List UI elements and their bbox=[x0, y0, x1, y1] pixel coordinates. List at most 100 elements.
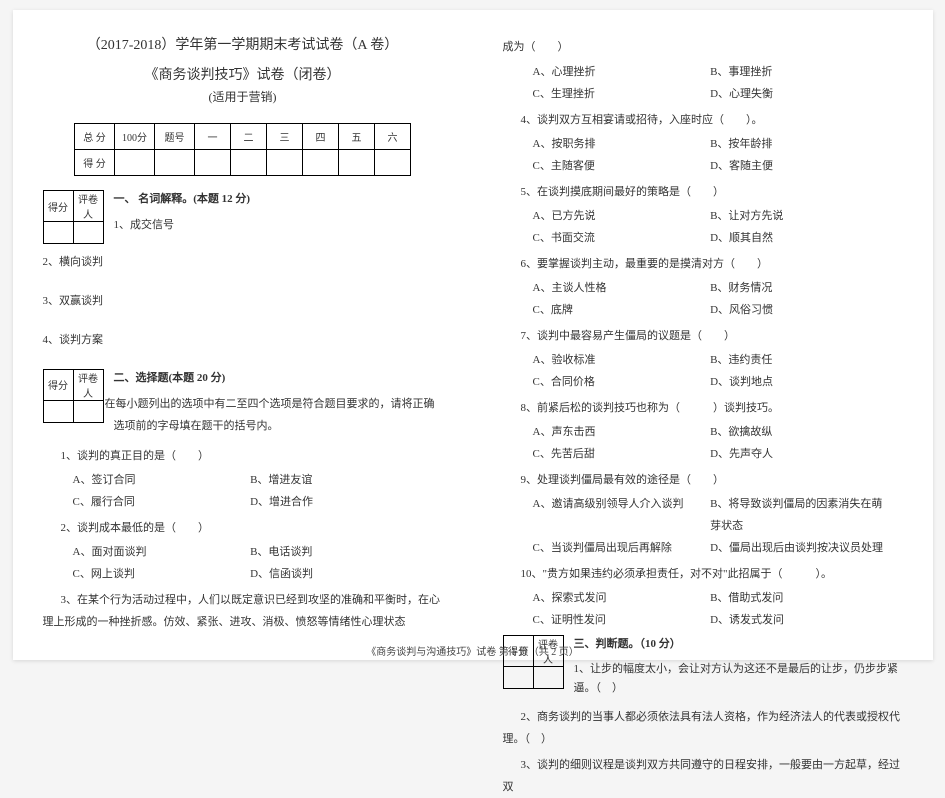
grade-empty bbox=[43, 400, 73, 422]
option: D、风俗习惯 bbox=[710, 299, 888, 321]
option: D、增进合作 bbox=[250, 491, 428, 513]
q-sel-9: 9、处理谈判僵局最有效的途径是（ ） bbox=[503, 469, 903, 491]
right-column: 成为（ ） A、心理挫折 B、事理挫折 C、生理挫折 D、心理失衡 4、谈判双方… bbox=[473, 10, 933, 660]
q-sel-6: 6、要掌握谈判主动，最重要的是摸清对方（ ） bbox=[503, 253, 903, 275]
q-sel-1: 1、谈判的真正目的是（ ） bbox=[43, 445, 443, 467]
score-cell bbox=[267, 150, 303, 176]
option: A、心理挫折 bbox=[533, 61, 711, 83]
score-cell: 四 bbox=[303, 124, 339, 150]
q3-cont: 成为（ ） bbox=[503, 37, 903, 58]
grade-empty bbox=[43, 222, 73, 244]
q6-options: A、主谈人性格 B、财务情况 C、底牌 D、风俗习惯 bbox=[533, 277, 903, 321]
option: B、让对方先说 bbox=[710, 205, 888, 227]
score-cell bbox=[339, 150, 375, 176]
grade-box: 得分 评卷人 bbox=[43, 190, 104, 244]
section-2-header: 得分 评卷人 二、选择题(本题 20 分) 在每小题列出的选项中有二至四个选项是… bbox=[43, 369, 443, 442]
grade-empty bbox=[73, 400, 103, 422]
title-main: （2017-2018）学年第一学期期末考试试卷（A 卷） bbox=[43, 34, 443, 54]
q-sel-8: 8、前紧后松的谈判技巧也称为（ ）谈判技巧。 bbox=[503, 397, 903, 419]
option: D、顺其自然 bbox=[710, 227, 888, 249]
score-cell: 五 bbox=[339, 124, 375, 150]
q9-options: A、邀请高级别领导人介入谈判 B、将导致谈判僵局的因素消失在萌芽状态 C、当谈判… bbox=[533, 493, 903, 559]
option: A、签订合同 bbox=[73, 469, 251, 491]
q3-options: A、心理挫折 B、事理挫折 C、生理挫折 D、心理失衡 bbox=[533, 61, 903, 105]
option: D、谈判地点 bbox=[710, 371, 888, 393]
option: C、底牌 bbox=[533, 299, 711, 321]
option: A、探索式发问 bbox=[533, 587, 711, 609]
score-cell bbox=[303, 150, 339, 176]
option: A、声东击西 bbox=[533, 421, 711, 443]
section-title-text: 二、选择题(本题 20 分) bbox=[114, 372, 226, 384]
q2-options: A、面对面谈判 B、电话谈判 C、网上谈判 D、信函谈判 bbox=[73, 541, 443, 585]
score-cell bbox=[115, 150, 155, 176]
option: C、证明性发问 bbox=[533, 609, 711, 631]
q-judge-2: 2、商务谈判的当事人都必须依法具有法人资格，作为经济法人的代表或授权代理。（ ） bbox=[503, 706, 903, 750]
score-cell: 六 bbox=[375, 124, 411, 150]
option: A、按职务排 bbox=[533, 133, 711, 155]
score-cell: 三 bbox=[267, 124, 303, 150]
option: B、电话谈判 bbox=[250, 541, 428, 563]
option: B、按年龄排 bbox=[710, 133, 888, 155]
option: D、僵局出现后由谈判按决议员处理 bbox=[710, 537, 888, 559]
option: B、财务情况 bbox=[710, 277, 888, 299]
score-cell: 题号 bbox=[155, 124, 195, 150]
score-cell: 总 分 bbox=[75, 124, 115, 150]
option: C、网上谈判 bbox=[73, 563, 251, 585]
grade-label: 得分 bbox=[43, 369, 73, 400]
option: B、将导致谈判僵局的因素消失在萌芽状态 bbox=[710, 493, 888, 537]
left-column: （2017-2018）学年第一学期期末考试试卷（A 卷） 《商务谈判技巧》试卷（… bbox=[13, 10, 473, 660]
option: B、欲擒故纵 bbox=[710, 421, 888, 443]
score-cell bbox=[231, 150, 267, 176]
option: C、书面交流 bbox=[533, 227, 711, 249]
score-cell: 一 bbox=[195, 124, 231, 150]
grade-label: 评卷人 bbox=[73, 191, 103, 222]
title-sub: 《商务谈判技巧》试卷（闭卷） bbox=[43, 64, 443, 84]
option: B、事理挫折 bbox=[710, 61, 888, 83]
q-m4: 4、谈判方案 bbox=[43, 330, 443, 351]
option: C、先苦后甜 bbox=[533, 443, 711, 465]
grade-empty bbox=[73, 222, 103, 244]
title-note: (适用于营销) bbox=[43, 88, 443, 105]
score-cell: 得 分 bbox=[75, 150, 115, 176]
option: C、合同价格 bbox=[533, 371, 711, 393]
score-cell bbox=[155, 150, 195, 176]
option: A、主谈人性格 bbox=[533, 277, 711, 299]
option: A、验收标准 bbox=[533, 349, 711, 371]
exam-page: （2017-2018）学年第一学期期末考试试卷（A 卷） 《商务谈判技巧》试卷（… bbox=[13, 10, 933, 660]
q1-options: A、签订合同 B、增进友谊 C、履行合同 D、增进合作 bbox=[73, 469, 443, 513]
option: A、已方先说 bbox=[533, 205, 711, 227]
grade-box: 得分 评卷人 bbox=[43, 369, 104, 423]
option: D、诱发式发问 bbox=[710, 609, 888, 631]
section-title-text: 一、 名词解释。(本题 12 分) bbox=[114, 193, 251, 205]
score-cell bbox=[375, 150, 411, 176]
grade-label: 得分 bbox=[43, 191, 73, 222]
section-1-header: 得分 评卷人 一、 名词解释。(本题 12 分) 1、成交信号 bbox=[43, 190, 443, 244]
score-cell bbox=[195, 150, 231, 176]
option: D、心理失衡 bbox=[710, 83, 888, 105]
q-judge-3: 3、谈判的细则议程是谈判双方共同遵守的日程安排，一般要由一方起草，经过双 bbox=[503, 754, 903, 798]
q5-options: A、已方先说 B、让对方先说 C、书面交流 D、顺其自然 bbox=[533, 205, 903, 249]
q-sel-3: 3、在某个行为活动过程中，人们以既定意识已经到攻坚的准确和平衡时，在心理上形成的… bbox=[43, 589, 443, 633]
q-sel-4: 4、谈判双方互相宴请或招待，入座时应（ ）。 bbox=[503, 109, 903, 131]
option: B、增进友谊 bbox=[250, 469, 428, 491]
grade-label: 评卷人 bbox=[73, 369, 103, 400]
score-cell: 二 bbox=[231, 124, 267, 150]
q7-options: A、验收标准 B、违约责任 C、合同价格 D、谈判地点 bbox=[533, 349, 903, 393]
page-footer: 《商务谈判与沟通技巧》试卷 第 1 页（共 2 页） bbox=[13, 643, 933, 658]
option: C、主随客便 bbox=[533, 155, 711, 177]
option: D、先声夺人 bbox=[710, 443, 888, 465]
q4-options: A、按职务排 B、按年龄排 C、主随客便 D、客随主便 bbox=[533, 133, 903, 177]
option: C、当谈判僵局出现后再解除 bbox=[533, 537, 711, 559]
grade-empty bbox=[503, 666, 533, 688]
q-m3: 3、双赢谈判 bbox=[43, 291, 443, 312]
q-sel-10: 10、"贵方如果违约必须承担责任，对不对"此招属于（ ）。 bbox=[503, 563, 903, 585]
score-table: 总 分 100分 题号 一 二 三 四 五 六 得 分 bbox=[74, 123, 411, 176]
q8-options: A、声东击西 B、欲擒故纵 C、先苦后甜 D、先声夺人 bbox=[533, 421, 903, 465]
option: A、面对面谈判 bbox=[73, 541, 251, 563]
q-m2: 2、横向谈判 bbox=[43, 252, 443, 273]
q-sel-2: 2、谈判成本最低的是（ ） bbox=[43, 517, 443, 539]
option: B、违约责任 bbox=[710, 349, 888, 371]
option: C、履行合同 bbox=[73, 491, 251, 513]
q10-options: A、探索式发问 B、借助式发问 C、证明性发问 D、诱发式发问 bbox=[533, 587, 903, 631]
option: C、生理挫折 bbox=[533, 83, 711, 105]
